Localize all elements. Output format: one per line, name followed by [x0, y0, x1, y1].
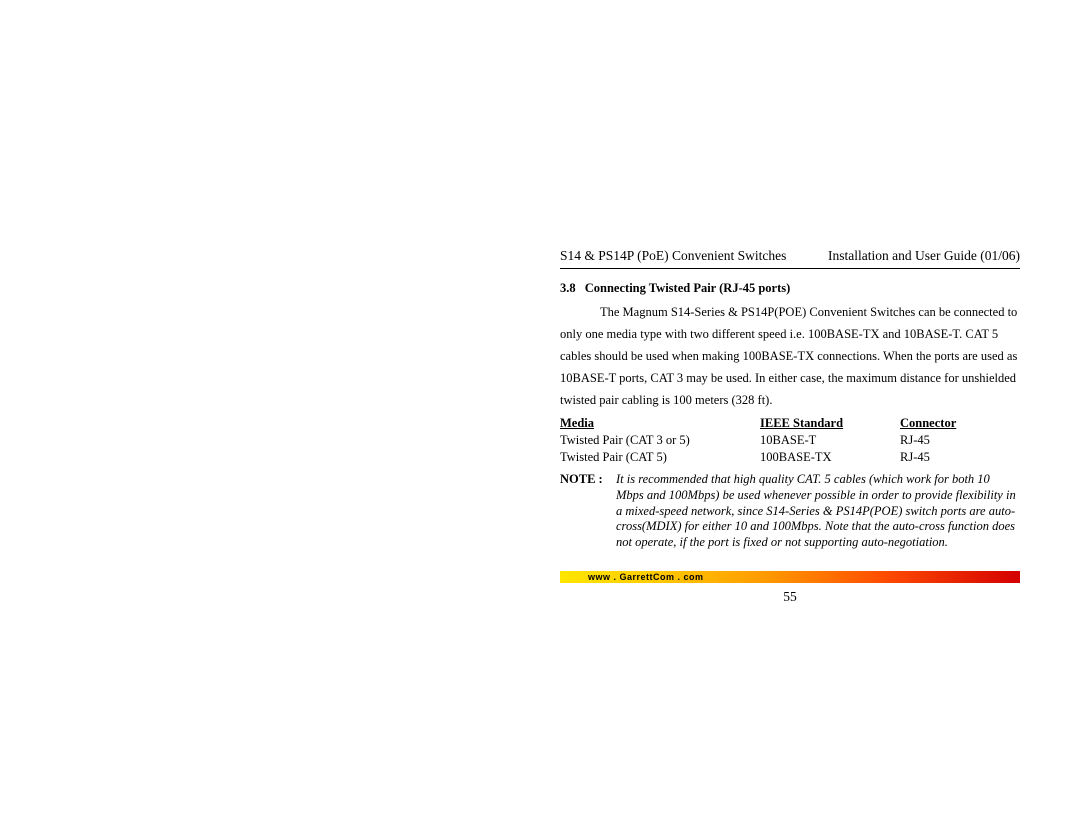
- note-text: It is recommended that high quality CAT.…: [616, 472, 1020, 550]
- note-label: NOTE :: [560, 472, 616, 550]
- cell-media: Twisted Pair (CAT 5): [560, 449, 760, 466]
- table-row: Twisted Pair (CAT 3 or 5) 10BASE-T RJ-45: [560, 432, 1020, 449]
- cell-connector: RJ-45: [900, 449, 1020, 466]
- page-header: S14 & PS14P (PoE) Convenient Switches In…: [560, 248, 1020, 269]
- media-table: Media IEEE Standard Connector Twisted Pa…: [560, 415, 1020, 466]
- header-left: S14 & PS14P (PoE) Convenient Switches: [560, 248, 786, 264]
- section-heading: 3.8 Connecting Twisted Pair (RJ-45 ports…: [560, 281, 1020, 296]
- document-page: S14 & PS14P (PoE) Convenient Switches In…: [560, 248, 1020, 605]
- cell-standard: 100BASE-TX: [760, 449, 900, 466]
- footer-url: www . GarrettCom . com: [588, 572, 704, 582]
- note-block: NOTE : It is recommended that high quali…: [560, 472, 1020, 550]
- cell-connector: RJ-45: [900, 432, 1020, 449]
- cell-standard: 10BASE-T: [760, 432, 900, 449]
- col-header-standard: IEEE Standard: [760, 415, 900, 432]
- table-row: Twisted Pair (CAT 5) 100BASE-TX RJ-45: [560, 449, 1020, 466]
- footer-gradient-bar: www . GarrettCom . com: [560, 571, 1020, 583]
- section-body: The Magnum S14-Series & PS14P(POE) Conve…: [560, 302, 1020, 411]
- col-header-media: Media: [560, 415, 760, 432]
- col-header-connector: Connector: [900, 415, 1020, 432]
- section-number: 3.8: [560, 281, 576, 295]
- cell-media: Twisted Pair (CAT 3 or 5): [560, 432, 760, 449]
- header-right: Installation and User Guide (01/06): [828, 248, 1020, 264]
- page-number: 55: [560, 589, 1020, 605]
- section-title: Connecting Twisted Pair (RJ-45 ports): [585, 281, 791, 295]
- table-header-row: Media IEEE Standard Connector: [560, 415, 1020, 432]
